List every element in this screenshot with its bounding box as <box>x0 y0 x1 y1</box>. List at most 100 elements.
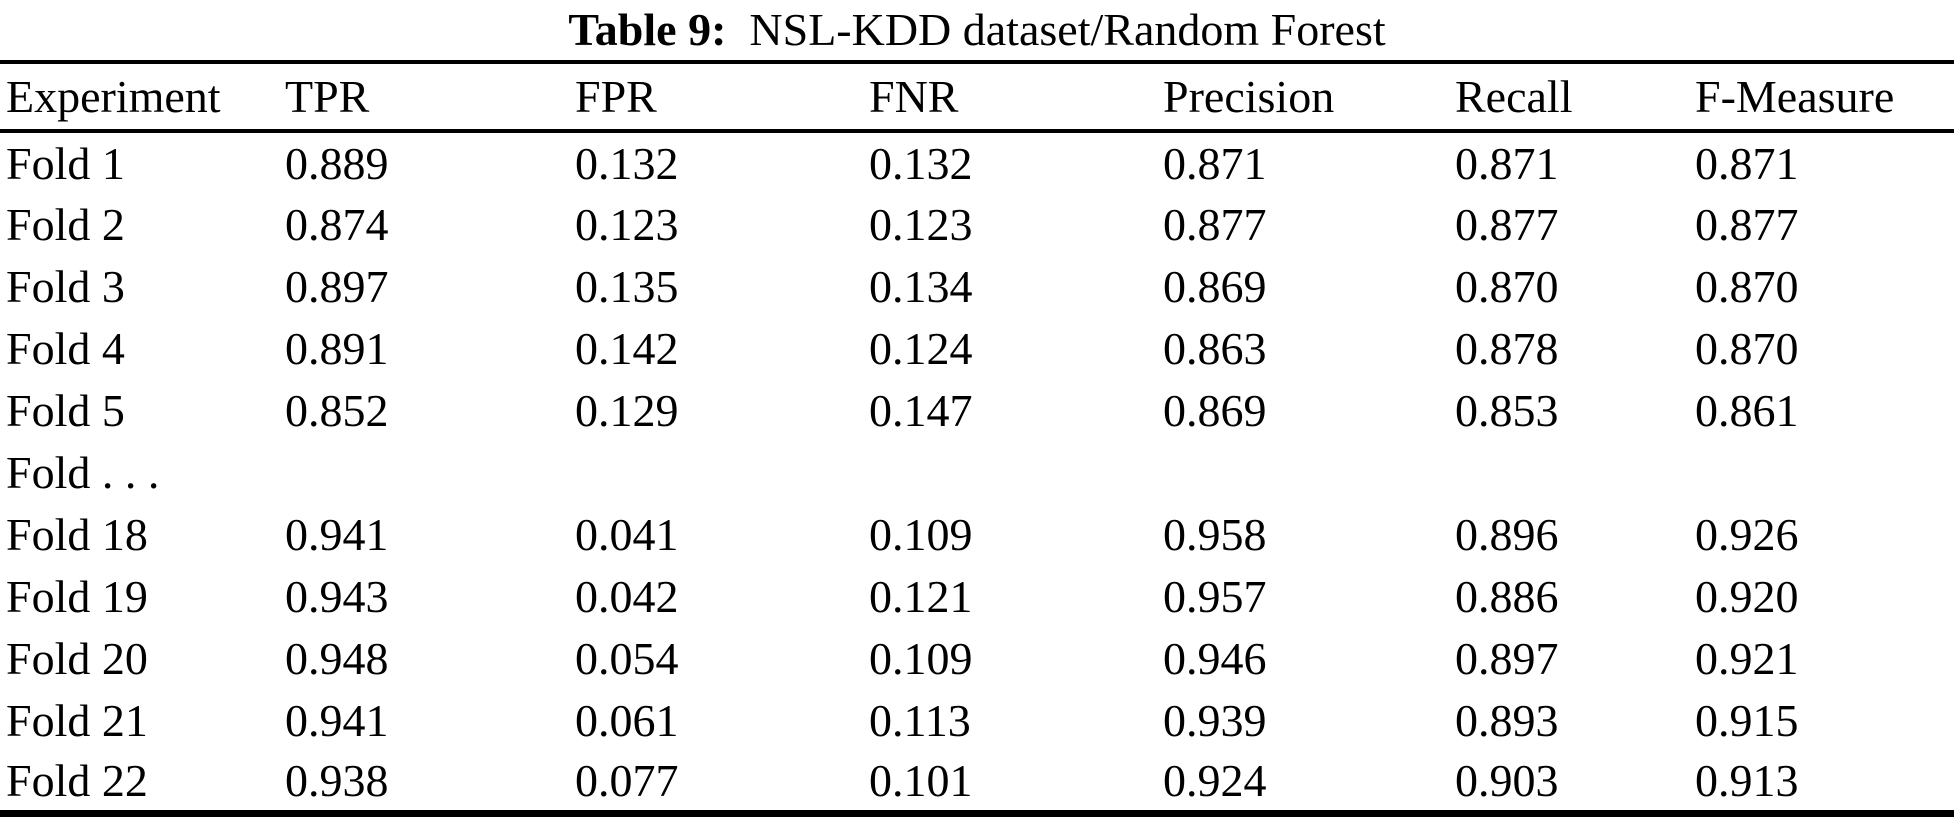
row-label: Fold 18 <box>6 508 148 560</box>
metric-value: 0.863 <box>1163 322 1267 374</box>
table-row: Fold 5 0.852 0.129 0.147 0.869 0.853 0.861 <box>0 379 1954 441</box>
metric-value <box>285 441 575 503</box>
metric-value: 0.869 <box>1163 260 1267 312</box>
metric-value: 0.897 <box>1455 632 1559 684</box>
row-label: Fold 22 <box>6 754 148 806</box>
metric-value: 0.852 <box>285 384 389 436</box>
metric-value: 0.939 <box>1163 694 1267 746</box>
metric-value: 0.129 <box>575 384 679 436</box>
metric-value <box>1163 441 1455 503</box>
table-row: Fold 2 0.874 0.123 0.123 0.877 0.877 0.877 <box>0 193 1954 255</box>
metric-value <box>575 441 869 503</box>
metric-value <box>1455 441 1695 503</box>
table-row: Fold 4 0.891 0.142 0.124 0.863 0.878 0.870 <box>0 317 1954 379</box>
row-label: Fold 20 <box>6 632 148 684</box>
metric-value: 0.101 <box>869 754 973 806</box>
metric-value: 0.921 <box>1695 632 1799 684</box>
column-header-fnr: FNR <box>869 71 959 122</box>
metric-value: 0.948 <box>285 632 389 684</box>
metric-value <box>869 441 1163 503</box>
table-row: Fold . . . <box>0 441 1954 503</box>
row-label: Fold 2 <box>6 198 125 250</box>
metric-value: 0.871 <box>1163 137 1267 189</box>
metric-value: 0.920 <box>1695 570 1799 622</box>
metric-value: 0.871 <box>1455 137 1559 189</box>
table-row: Fold 20 0.948 0.054 0.109 0.946 0.897 0.921 <box>0 627 1954 689</box>
metric-value: 0.109 <box>869 508 973 560</box>
metric-value: 0.889 <box>285 137 389 189</box>
metric-value: 0.132 <box>575 137 679 189</box>
metric-value: 0.871 <box>1695 137 1799 189</box>
row-label: Fold 19 <box>6 570 148 622</box>
metric-value: 0.054 <box>575 632 679 684</box>
table-caption: Table 9: NSL-KDD dataset/Random Forest <box>0 0 1954 60</box>
metric-value: 0.891 <box>285 322 389 374</box>
metric-value: 0.924 <box>1163 754 1267 806</box>
table-header: Experiment TPR FPR FNR Precision Recall … <box>0 62 1954 131</box>
metric-value: 0.958 <box>1163 508 1267 560</box>
metric-value: 0.896 <box>1455 508 1559 560</box>
metric-value: 0.943 <box>285 570 389 622</box>
metric-value: 0.877 <box>1455 198 1559 250</box>
metric-value: 0.874 <box>285 198 389 250</box>
metric-value: 0.869 <box>1163 384 1267 436</box>
metric-value: 0.113 <box>869 694 971 746</box>
metric-value: 0.132 <box>869 137 973 189</box>
metric-value: 0.134 <box>869 260 973 312</box>
metric-value: 0.147 <box>869 384 973 436</box>
metric-value: 0.142 <box>575 322 679 374</box>
results-table: Experiment TPR FPR FNR Precision Recall … <box>0 60 1954 817</box>
metric-value: 0.903 <box>1455 754 1559 806</box>
metric-value: 0.878 <box>1455 322 1559 374</box>
table-row: Fold 19 0.943 0.042 0.121 0.957 0.886 0.920 <box>0 565 1954 627</box>
row-label: Fold 1 <box>6 137 125 189</box>
row-label: Fold 21 <box>6 694 148 746</box>
column-header-f-measure: F-Measure <box>1695 71 1895 122</box>
metric-value: 0.897 <box>285 260 389 312</box>
metric-value: 0.853 <box>1455 384 1559 436</box>
metric-value: 0.042 <box>575 570 679 622</box>
column-header-recall: Recall <box>1455 71 1573 122</box>
metric-value: 0.893 <box>1455 694 1559 746</box>
metric-value: 0.109 <box>869 632 973 684</box>
column-header-tpr: TPR <box>285 71 370 122</box>
metric-value: 0.123 <box>869 198 973 250</box>
metric-value: 0.870 <box>1695 260 1799 312</box>
metric-value: 0.124 <box>869 322 973 374</box>
metric-value: 0.077 <box>575 754 679 806</box>
metric-value: 0.946 <box>1163 632 1267 684</box>
table-row: Fold 3 0.897 0.135 0.134 0.869 0.870 0.870 <box>0 255 1954 317</box>
metric-value: 0.877 <box>1695 198 1799 250</box>
metric-value: 0.926 <box>1695 508 1799 560</box>
table-body: Fold 1 0.889 0.132 0.132 0.871 0.871 0.871 Fold… <box>0 131 1954 813</box>
metric-value: 0.041 <box>575 508 679 560</box>
table-caption-text: NSL-KDD dataset/Random Forest <box>749 4 1386 55</box>
table-row: Fold 21 0.941 0.061 0.113 0.939 0.893 0.915 <box>0 689 1954 751</box>
metric-value: 0.886 <box>1455 570 1559 622</box>
metric-value: 0.957 <box>1163 570 1267 622</box>
metric-value: 0.123 <box>575 198 679 250</box>
metric-value: 0.135 <box>575 260 679 312</box>
table-row: Fold 1 0.889 0.132 0.132 0.871 0.871 0.871 <box>0 131 1954 193</box>
header-row: Experiment TPR FPR FNR Precision Recall … <box>0 62 1954 131</box>
metric-value: 0.877 <box>1163 198 1267 250</box>
table-row: Fold 18 0.941 0.041 0.109 0.958 0.896 0.926 <box>0 503 1954 565</box>
table-row: Fold 22 0.938 0.077 0.101 0.924 0.903 0.913 <box>0 751 1954 813</box>
row-label: Fold 3 <box>6 260 125 312</box>
table-caption-label: Table 9: <box>568 4 727 55</box>
row-label: Fold 5 <box>6 384 125 436</box>
metric-value: 0.941 <box>285 508 389 560</box>
column-header-fpr: FPR <box>575 71 657 122</box>
column-header-experiment: Experiment <box>6 71 221 122</box>
metric-value: 0.913 <box>1695 754 1799 806</box>
row-label: Fold 4 <box>6 322 125 374</box>
row-label: Fold . . . <box>6 446 160 498</box>
metric-value <box>1695 441 1954 503</box>
metric-value: 0.941 <box>285 694 389 746</box>
column-header-precision: Precision <box>1163 71 1335 122</box>
metric-value: 0.870 <box>1455 260 1559 312</box>
metric-value: 0.121 <box>869 570 973 622</box>
metric-value: 0.915 <box>1695 694 1799 746</box>
metric-value: 0.061 <box>575 694 679 746</box>
